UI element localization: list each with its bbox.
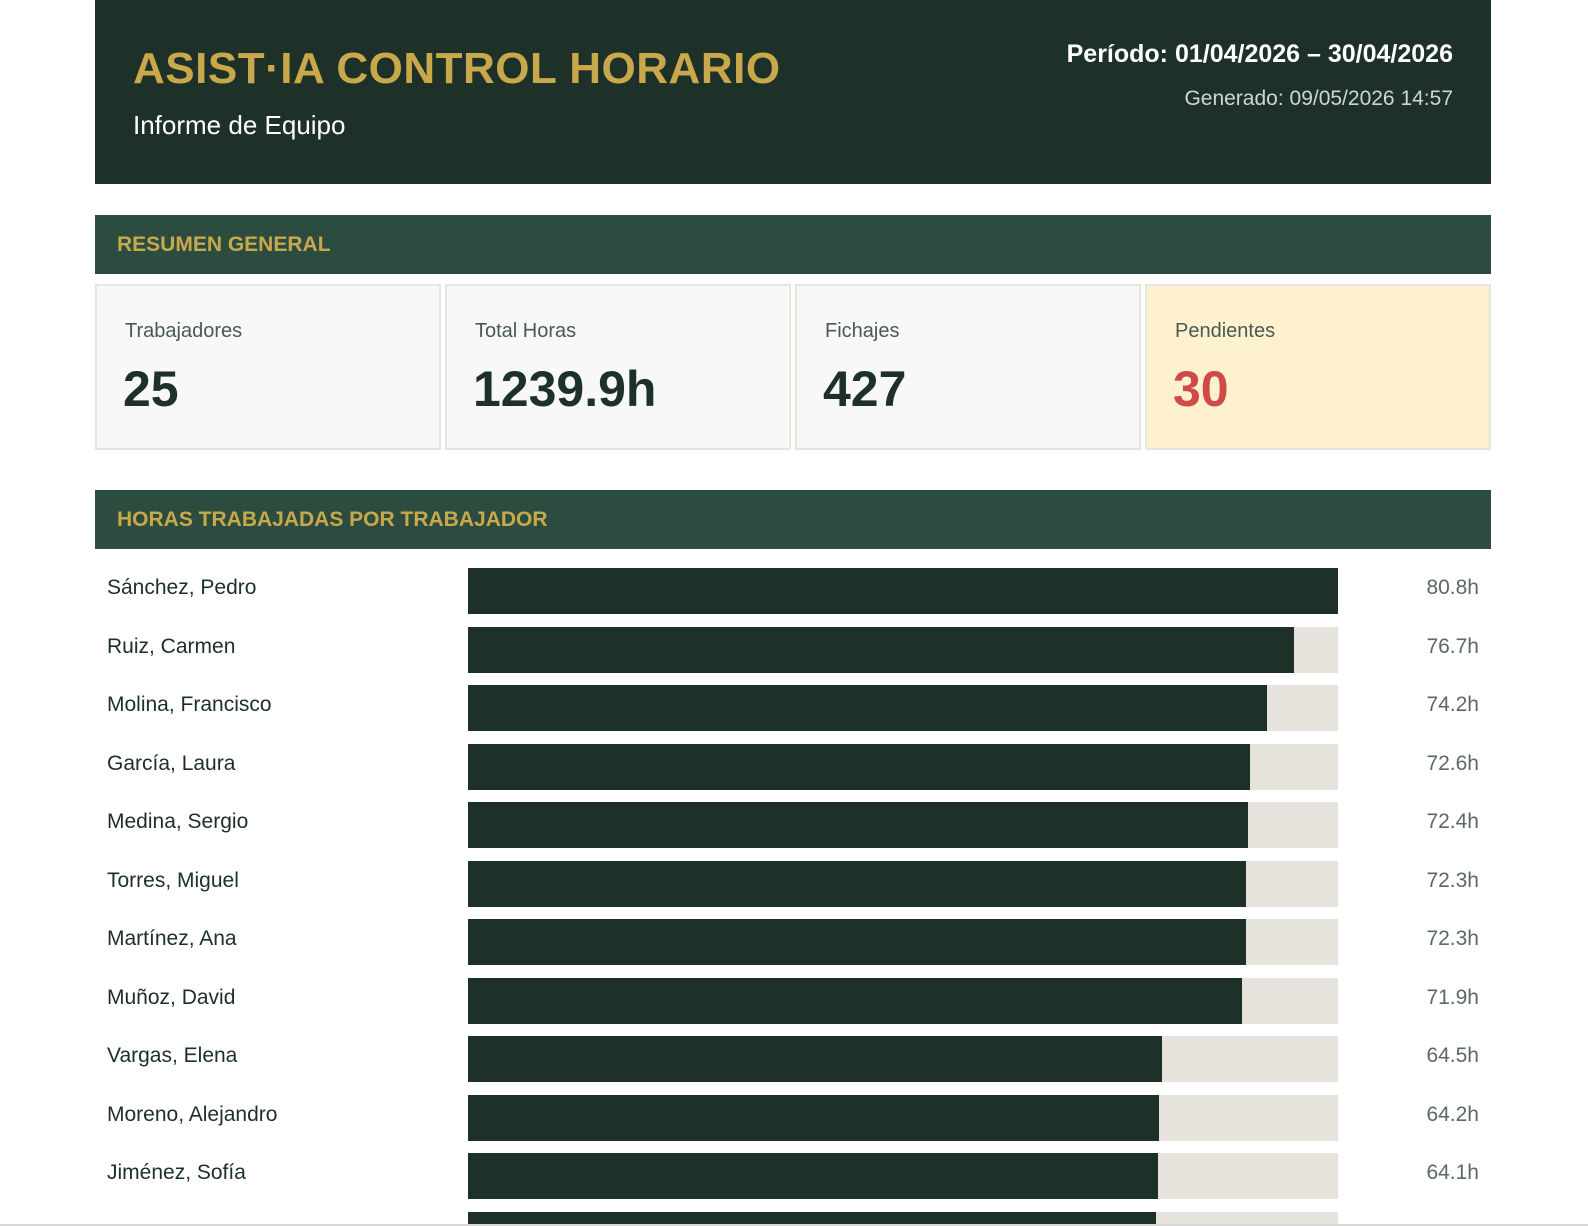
worker-name: Muñoz, David	[107, 986, 236, 1009]
workers-value: 25	[123, 361, 179, 417]
hours-bar-track	[468, 1095, 1338, 1141]
worker-hours: 76.7h	[1426, 635, 1479, 658]
worker-name: García, Laura	[107, 752, 236, 775]
hours-bar	[468, 861, 1247, 907]
worker-row: Jiménez, Sofía 64.1h	[95, 1153, 1491, 1199]
hours-bar	[468, 1036, 1163, 1082]
worker-row: Medina, Sergio 72.4h	[95, 802, 1491, 848]
hours-bar-track	[468, 919, 1338, 965]
worker-hours: 72.6h	[1426, 752, 1479, 775]
worker-hours: 71.9h	[1426, 986, 1479, 1009]
worker-name: Jiménez, Sofía	[107, 1161, 246, 1184]
worker-name: Sánchez, Pedro	[107, 576, 257, 599]
worker-name: Martínez, Ana	[107, 927, 237, 950]
hours-bar-track	[468, 1212, 1338, 1226]
hours-bar	[468, 1212, 1157, 1226]
pending-label: Pendientes	[1175, 320, 1276, 342]
hours-bar	[468, 919, 1247, 965]
worker-name: Molina, Francisco	[107, 693, 272, 716]
page-edge-divider	[0, 1224, 1588, 1226]
worker-hours: 72.3h	[1426, 927, 1479, 950]
pending-card: Pendientes 30	[1145, 284, 1491, 450]
hours-bar-track	[468, 861, 1338, 907]
hours-bar	[468, 802, 1248, 848]
hours-bar	[468, 1095, 1160, 1141]
hours-bar	[468, 568, 1338, 614]
worker-name: Vargas, Elena	[107, 1044, 238, 1067]
worker-row: Moreno, Alejandro 64.2h	[95, 1095, 1491, 1141]
workers-card: Trabajadores 25	[95, 284, 441, 450]
hours-bar	[468, 744, 1250, 790]
worker-hours: 72.3h	[1426, 869, 1479, 892]
hours-section-title: HORAS TRABAJADAS POR TRABAJADOR	[117, 508, 548, 531]
hours-bar-track	[468, 1036, 1338, 1082]
worker-row: Muñoz, David 71.9h	[95, 978, 1491, 1024]
worker-row: Ruiz, Carmen 76.7h	[95, 627, 1491, 673]
summary-cards: Trabajadores 25 Total Horas 1239.9h Fich…	[95, 284, 1491, 454]
clock-ins-label: Fichajes	[825, 320, 900, 342]
report-period: Período: 01/04/2026 – 30/04/2026	[1066, 40, 1453, 68]
summary-section-header: RESUMEN GENERAL	[95, 215, 1491, 274]
total-hours-value: 1239.9h	[473, 361, 657, 417]
generated-timestamp: Generado: 09/05/2026 14:57	[1184, 87, 1453, 110]
app-title: ASIST·IA CONTROL HORARIO	[133, 44, 781, 93]
report-header: ASIST·IA CONTROL HORARIO Informe de Equi…	[95, 0, 1491, 184]
worker-row: Torres, Miguel 72.3h	[95, 861, 1491, 907]
worker-row: Sánchez, Pedro 80.8h	[95, 568, 1491, 614]
clock-ins-value: 427	[823, 361, 907, 417]
workers-label: Trabajadores	[125, 320, 243, 342]
worker-hours: 74.2h	[1426, 693, 1479, 716]
worker-row: Molina, Francisco 74.2h	[95, 685, 1491, 731]
hours-bar-track	[468, 744, 1338, 790]
worker-row	[95, 1212, 1491, 1226]
worker-hours: 72.4h	[1426, 810, 1479, 833]
hours-bar	[468, 627, 1294, 673]
hours-bar-track	[468, 978, 1338, 1024]
worker-row: Vargas, Elena 64.5h	[95, 1036, 1491, 1082]
worker-name: Moreno, Alejandro	[107, 1103, 278, 1126]
hours-by-worker-list: Sánchez, Pedro 80.8h Ruiz, Carmen 76.7h Moli…	[95, 568, 1491, 1226]
worker-name: Ruiz, Carmen	[107, 635, 236, 658]
total-hours-card: Total Horas 1239.9h	[445, 284, 791, 450]
worker-hours: 64.2h	[1426, 1103, 1479, 1126]
hours-bar-track	[468, 627, 1338, 673]
worker-row: García, Laura 72.6h	[95, 744, 1491, 790]
summary-section-title: RESUMEN GENERAL	[117, 233, 331, 256]
hours-bar-track	[468, 802, 1338, 848]
hours-bar	[468, 1153, 1159, 1199]
report-subtitle: Informe de Equipo	[133, 110, 346, 140]
hours-bar-track	[468, 1153, 1338, 1199]
pending-value: 30	[1173, 361, 1229, 417]
worker-hours: 64.1h	[1426, 1161, 1479, 1184]
hours-bar-track	[468, 685, 1338, 731]
hours-bar-track	[468, 568, 1338, 614]
worker-row: Martínez, Ana 72.3h	[95, 919, 1491, 965]
worker-hours: 64.5h	[1426, 1044, 1479, 1067]
worker-name: Torres, Miguel	[107, 869, 239, 892]
hours-bar	[468, 978, 1243, 1024]
total-hours-label: Total Horas	[475, 320, 577, 342]
clock-ins-card: Fichajes 427	[795, 284, 1141, 450]
hours-section-header: HORAS TRABAJADAS POR TRABAJADOR	[95, 490, 1491, 549]
worker-hours: 80.8h	[1426, 576, 1479, 599]
hours-bar	[468, 685, 1267, 731]
worker-name: Medina, Sergio	[107, 810, 249, 833]
